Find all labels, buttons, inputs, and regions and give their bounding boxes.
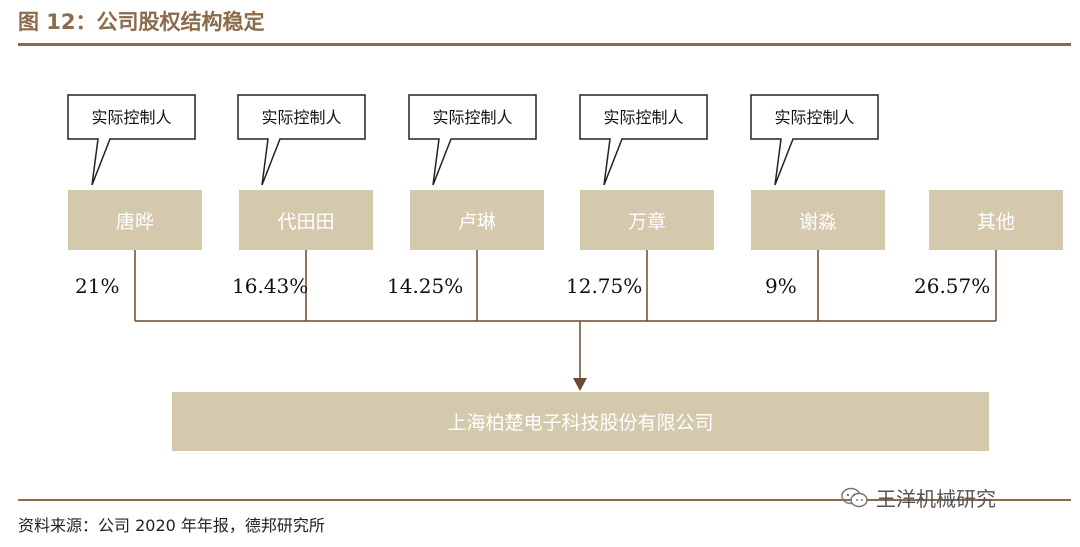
source-note: 资料来源：公司 2020 年年报，德邦研究所 <box>18 516 325 535</box>
shareholder-box-3: 卢琳 <box>410 190 544 250</box>
stake-pct-3: 14.25% <box>387 274 464 298</box>
callout-3 <box>408 94 537 186</box>
shareholder-box-2: 代田田 <box>239 190 373 250</box>
wechat-icon <box>841 487 868 507</box>
figure-title: 图 12：公司股权结构稳定 <box>18 10 265 34</box>
arrow-head <box>573 378 587 391</box>
top-divider <box>18 43 1071 46</box>
watermark: 王洋机械研究 <box>840 483 996 512</box>
stake-pct-6: 26.57% <box>914 274 991 298</box>
callout-4 <box>579 94 708 186</box>
callout-label-3: 实际控制人 <box>432 108 513 127</box>
callout-label-5: 实际控制人 <box>774 108 855 127</box>
stake-pct-4: 12.75% <box>566 274 643 298</box>
shareholder-box-4: 万章 <box>580 190 714 250</box>
shareholder-box-6: 其他 <box>929 190 1063 250</box>
callout-2 <box>237 94 366 186</box>
callout-label-1: 实际控制人 <box>91 108 172 127</box>
callout-1 <box>67 94 196 186</box>
callout-label-4: 实际控制人 <box>603 108 684 127</box>
shareholder-box-5: 谢淼 <box>751 190 885 250</box>
bottom-divider <box>18 499 1071 501</box>
callout-5 <box>750 94 879 186</box>
stake-pct-1: 21% <box>75 274 120 298</box>
stake-pct-2: 16.43% <box>232 274 309 298</box>
callout-label-2: 实际控制人 <box>261 108 342 127</box>
company-box: 上海柏楚电子科技股份有限公司 <box>172 392 989 451</box>
shareholder-box-1: 唐晔 <box>68 190 202 250</box>
watermark-text: 王洋机械研究 <box>876 487 996 511</box>
stake-pct-5: 9% <box>765 274 797 298</box>
